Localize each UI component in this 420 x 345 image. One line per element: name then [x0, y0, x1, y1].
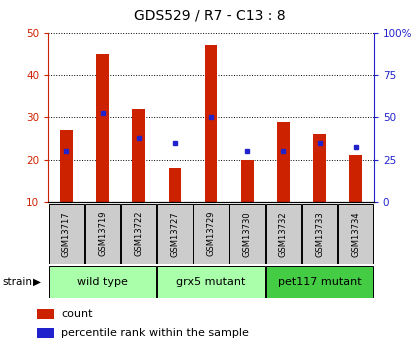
Bar	[229, 204, 265, 264]
Bar	[85, 204, 120, 264]
Text: strain: strain	[2, 277, 32, 287]
Bar	[338, 204, 373, 264]
Bar	[60, 130, 73, 202]
Bar	[121, 204, 156, 264]
Bar	[157, 204, 193, 264]
Text: GSM13734: GSM13734	[351, 211, 360, 257]
Bar	[205, 46, 218, 202]
Text: GSM13727: GSM13727	[171, 211, 179, 257]
Text: grx5 mutant: grx5 mutant	[176, 277, 246, 287]
Bar	[349, 155, 362, 202]
Bar	[313, 134, 326, 202]
Text: GSM13733: GSM13733	[315, 211, 324, 257]
Text: wild type: wild type	[77, 277, 128, 287]
Bar	[96, 54, 109, 202]
Bar	[168, 168, 181, 202]
Text: GSM13717: GSM13717	[62, 211, 71, 257]
Text: count: count	[61, 309, 93, 319]
Bar	[37, 309, 54, 319]
Bar	[37, 328, 54, 338]
Text: percentile rank within the sample: percentile rank within the sample	[61, 328, 249, 338]
Bar	[49, 266, 156, 298]
Bar	[266, 204, 301, 264]
Bar	[132, 109, 145, 202]
Text: GDS529 / R7 - C13 : 8: GDS529 / R7 - C13 : 8	[134, 9, 286, 23]
Text: ▶: ▶	[33, 277, 41, 287]
Text: GSM13722: GSM13722	[134, 211, 143, 256]
Bar	[302, 204, 337, 264]
Bar	[49, 204, 84, 264]
Text: GSM13730: GSM13730	[243, 211, 252, 257]
Text: GSM13729: GSM13729	[207, 211, 215, 256]
Text: GSM13732: GSM13732	[279, 211, 288, 257]
Bar	[157, 266, 265, 298]
Bar	[277, 121, 290, 202]
Text: pet117 mutant: pet117 mutant	[278, 277, 361, 287]
Bar	[241, 159, 254, 202]
Bar	[266, 266, 373, 298]
Text: GSM13719: GSM13719	[98, 211, 107, 256]
Bar	[193, 204, 229, 264]
